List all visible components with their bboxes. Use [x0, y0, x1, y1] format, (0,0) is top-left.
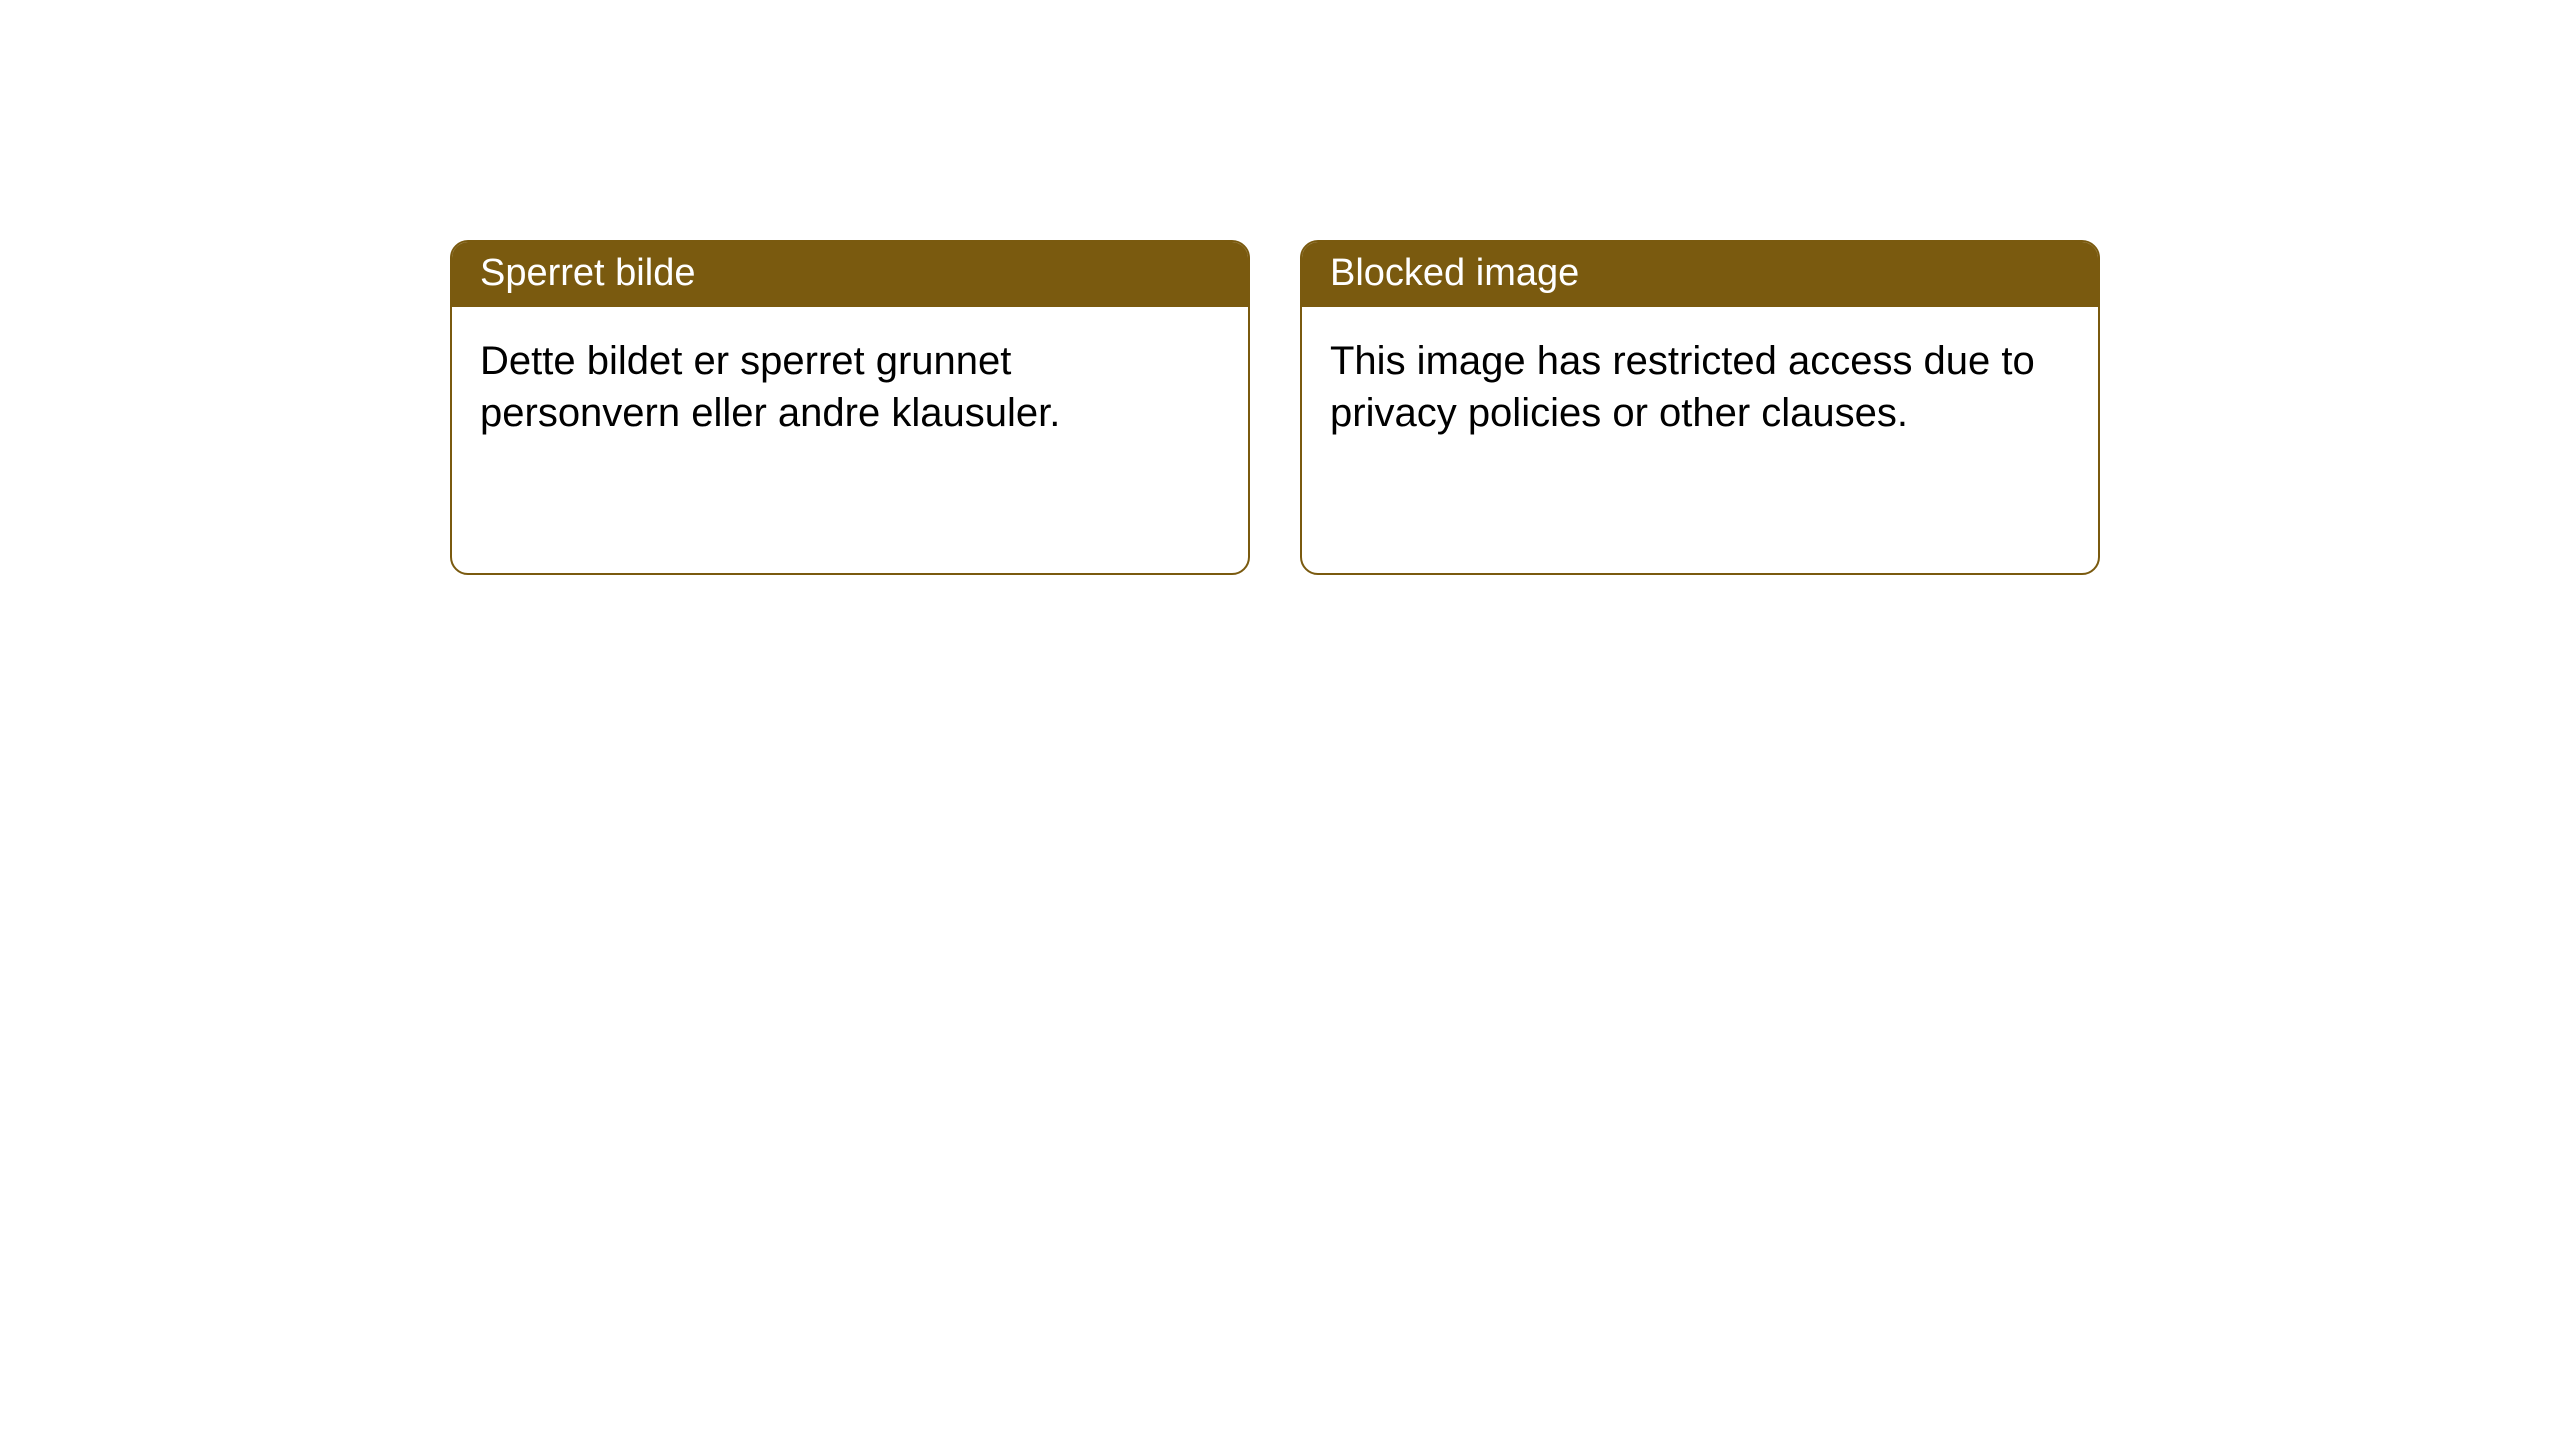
notice-card-norwegian: Sperret bilde Dette bildet er sperret gr…	[450, 240, 1250, 575]
card-body-text: This image has restricted access due to …	[1330, 339, 2035, 435]
card-header: Sperret bilde	[452, 242, 1248, 307]
notice-container: Sperret bilde Dette bildet er sperret gr…	[0, 0, 2560, 575]
card-title: Sperret bilde	[480, 252, 695, 294]
notice-card-english: Blocked image This image has restricted …	[1300, 240, 2100, 575]
card-body: Dette bildet er sperret grunnet personve…	[452, 307, 1248, 467]
card-header: Blocked image	[1302, 242, 2098, 307]
card-body: This image has restricted access due to …	[1302, 307, 2098, 467]
card-title: Blocked image	[1330, 252, 1579, 294]
card-body-text: Dette bildet er sperret grunnet personve…	[480, 339, 1060, 435]
